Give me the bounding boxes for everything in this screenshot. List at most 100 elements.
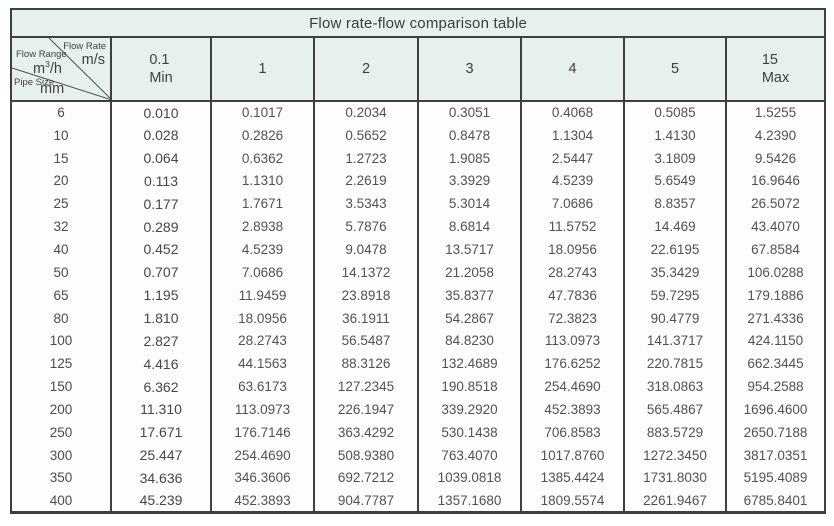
flow-value-cell: 11.310 xyxy=(110,397,211,421)
flow-value-cell: 2.5447 xyxy=(520,146,624,170)
flow-value-cell: 34.636 xyxy=(110,466,211,490)
table-row: 125 4.416 44.1563 88.3126 132.4689 176.6252 2… xyxy=(11,352,826,376)
flow-value-cell: 1.9085 xyxy=(417,146,521,170)
table-row: 200 11.310 113.0973 226.1947 339.2920 452.38… xyxy=(11,397,826,421)
flow-value-cell: 0.289 xyxy=(110,215,211,239)
flow-value-cell: 14.1372 xyxy=(313,260,418,284)
diagonal-lines-icon xyxy=(12,38,110,100)
flow-value-cell: 59.7295 xyxy=(623,283,726,307)
column-header-value: 5 xyxy=(670,60,680,77)
column-header: 5 xyxy=(623,37,726,102)
pipe-size-cell: 20 xyxy=(53,173,69,189)
flow-value-cell: 9.5426 xyxy=(724,146,826,170)
flow-value-cell: 35.3429 xyxy=(623,260,726,284)
table-row: 65 1.195 11.9459 23.8918 35.8377 47.7836 59.7… xyxy=(11,283,826,307)
column-header: 1 xyxy=(210,37,314,102)
flow-value-cell: 0.8478 xyxy=(417,123,521,147)
flow-value-cell: 4.5239 xyxy=(520,169,624,193)
flow-value-cell: 7.0686 xyxy=(520,192,624,216)
pipe-size-cell: 32 xyxy=(53,219,69,235)
flow-value-cell: 1385.4424 xyxy=(520,466,624,490)
flow-value-cell: 254.4690 xyxy=(520,375,624,398)
flow-value-cell: 113.0973 xyxy=(210,397,314,421)
flow-value-cell: 0.707 xyxy=(110,260,211,284)
flow-value-cell: 47.7836 xyxy=(520,283,624,307)
pipe-size-unit: mm xyxy=(40,81,65,97)
flow-value-cell: 1.2723 xyxy=(313,146,418,170)
flow-value-cell: 22.6195 xyxy=(623,238,726,261)
column-header: 15 Max xyxy=(724,37,826,102)
flow-value-cell: 11.9459 xyxy=(210,283,314,307)
column-header-sub: Max xyxy=(761,70,790,86)
flow-table: Flow rate-flow comparison table Flow Rat… xyxy=(10,8,827,514)
column-header-value: 1 xyxy=(258,60,267,77)
pipe-size-cell: 200 xyxy=(49,401,73,417)
flow-value-cell: 1696.4600 xyxy=(724,397,826,421)
flow-value-cell: 25.447 xyxy=(110,443,211,467)
flow-value-cell: 16.9646 xyxy=(724,169,826,193)
flow-value-cell: 2.2619 xyxy=(313,169,418,193)
flow-value-cell: 90.4779 xyxy=(623,306,726,330)
table-title-row: Flow rate-flow comparison table xyxy=(11,9,826,38)
flow-value-cell: 36.1911 xyxy=(313,306,418,330)
flow-value-cell: 88.3126 xyxy=(313,352,418,376)
flow-value-cell: 0.2034 xyxy=(313,101,418,124)
flow-value-cell: 0.177 xyxy=(110,192,211,216)
table-row: 100 2.827 28.2743 56.5487 84.8230 113.0973 14… xyxy=(11,329,826,353)
flow-value-cell: 0.2826 xyxy=(210,123,314,147)
flow-value-cell: 5195.4089 xyxy=(724,466,826,490)
flow-value-cell: 0.6362 xyxy=(210,146,314,170)
flow-value-cell: 0.3051 xyxy=(417,101,521,124)
table-row: 6 0.010 0.1017 0.2034 0.3051 0.4068 0.5085 1.5… xyxy=(11,101,826,124)
pipe-size-cell: 150 xyxy=(49,379,73,395)
flow-value-cell: 2.827 xyxy=(110,329,211,353)
flow-value-cell: 1.5255 xyxy=(724,101,826,124)
flow-value-cell: 271.4336 xyxy=(724,306,826,330)
flow-value-cell: 141.3717 xyxy=(623,329,726,353)
flow-value-cell: 63.6173 xyxy=(210,375,314,398)
flow-value-cell: 0.1017 xyxy=(210,101,314,124)
flow-value-cell: 530.1438 xyxy=(417,420,521,444)
flow-value-cell: 17.671 xyxy=(110,420,211,444)
flow-value-cell: 662.3445 xyxy=(724,352,826,376)
table-row: 20 0.113 1.1310 2.2619 3.3929 4.5239 5.6549 16… xyxy=(11,169,826,193)
flow-value-cell: 3.5343 xyxy=(313,192,418,216)
pipe-size-cell: 300 xyxy=(49,447,73,463)
flow-value-cell: 1039.0818 xyxy=(417,466,521,490)
flow-value-cell: 28.2743 xyxy=(520,260,624,284)
flow-value-cell: 44.1563 xyxy=(210,352,314,376)
flow-value-cell: 18.0956 xyxy=(520,238,624,261)
flow-value-cell: 179.1886 xyxy=(724,283,826,307)
flow-value-cell: 7.0686 xyxy=(210,260,314,284)
flow-value-cell: 1.7671 xyxy=(210,192,314,216)
flow-value-cell: 45.239 xyxy=(110,489,211,513)
flow-value-cell: 706.8583 xyxy=(520,420,624,444)
flow-value-cell: 23.8918 xyxy=(313,283,418,307)
column-header-sub: Min xyxy=(149,70,173,86)
table-row: 32 0.289 2.8938 5.7876 8.6814 11.5752 14.469 4… xyxy=(11,215,826,239)
flow-value-cell: 113.0973 xyxy=(520,329,624,353)
flow-value-cell: 1.4130 xyxy=(623,123,726,147)
flow-value-cell: 0.452 xyxy=(110,238,211,261)
flow-value-cell: 508.9380 xyxy=(313,443,418,467)
pipe-size-cell: 125 xyxy=(49,356,73,372)
flow-value-cell: 4.416 xyxy=(110,352,211,376)
flow-value-cell: 318.0863 xyxy=(623,375,726,398)
flow-value-cell: 220.7815 xyxy=(623,352,726,376)
flow-range-unit: m3/h xyxy=(33,59,62,77)
flow-value-cell: 6785.8401 xyxy=(724,489,826,513)
pipe-size-cell: 350 xyxy=(49,470,73,486)
table-row: 250 17.671 176.7146 363.4292 530.1438 706.85… xyxy=(11,420,826,444)
flow-value-cell: 35.8377 xyxy=(417,283,521,307)
flow-value-cell: 254.4690 xyxy=(210,443,314,467)
column-header: 4 xyxy=(520,37,624,102)
flow-value-cell: 1.810 xyxy=(110,306,211,330)
flow-value-cell: 1017.8760 xyxy=(520,443,624,467)
pipe-size-cell: 65 xyxy=(53,287,69,303)
flow-value-cell: 4.2390 xyxy=(724,123,826,147)
flow-value-cell: 8.6814 xyxy=(417,215,521,239)
flow-value-cell: 452.3893 xyxy=(210,489,314,513)
pipe-size-label: Pipe Size xyxy=(14,77,55,88)
column-header-value: 3 xyxy=(465,60,474,77)
table-row: 50 0.707 7.0686 14.1372 21.2058 28.2743 35.34… xyxy=(11,260,826,284)
